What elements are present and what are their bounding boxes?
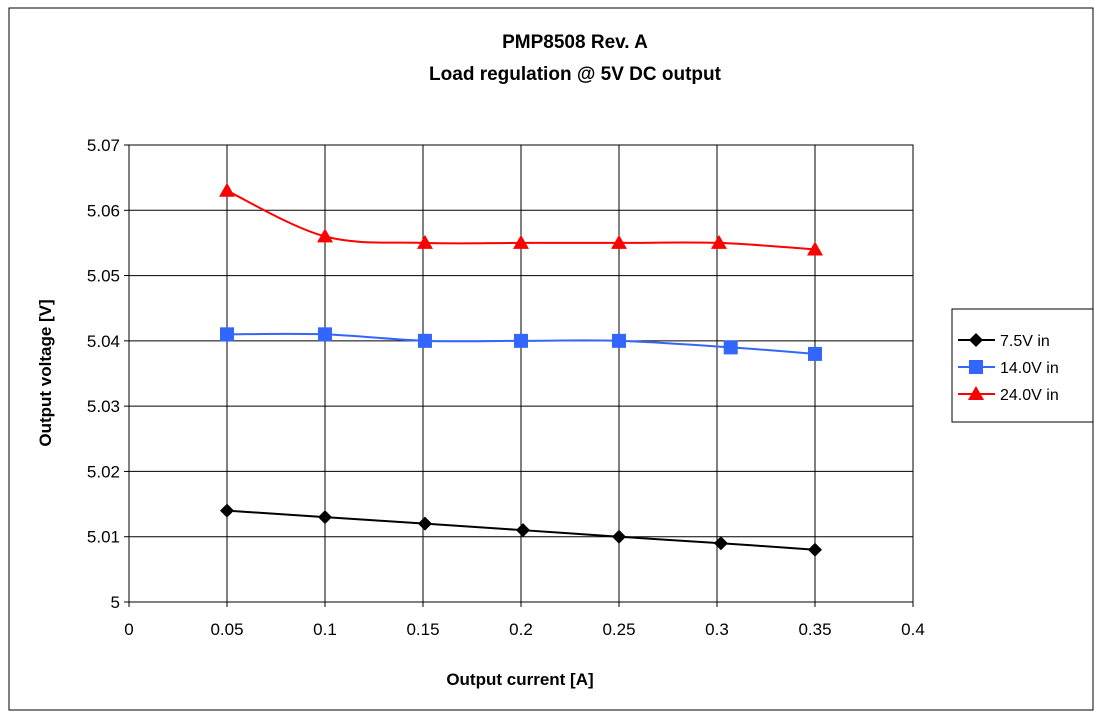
- data-point: [807, 241, 823, 256]
- data-point: [515, 523, 530, 538]
- x-tick-label: 0.2: [509, 620, 533, 639]
- series-1: [220, 327, 822, 361]
- chart-area-frame: [8, 7, 1094, 711]
- legend-marker: [969, 360, 983, 374]
- data-point: [220, 503, 234, 518]
- x-tick-label: 0.15: [406, 620, 439, 639]
- data-point: [318, 327, 332, 342]
- series-layer: [219, 182, 823, 557]
- x-tick-label: 0.05: [210, 620, 243, 639]
- data-point: [710, 234, 727, 249]
- legend-marker: [969, 333, 983, 347]
- x-tick-label: 0.3: [705, 620, 729, 639]
- y-tick-label: 5.02: [87, 462, 120, 481]
- y-tick-label: 5.01: [87, 528, 120, 547]
- x-tick-label: 0.35: [798, 620, 831, 639]
- chart-title: PMP8508 Rev. A: [502, 32, 648, 53]
- series-2: [219, 182, 823, 256]
- x-tick-label: 0.25: [602, 620, 635, 639]
- data-point: [513, 234, 529, 249]
- y-tick-label: 5.04: [87, 332, 120, 351]
- data-point: [318, 510, 332, 525]
- x-tick-label: 0.4: [901, 620, 925, 639]
- data-point: [514, 333, 528, 348]
- x-axis-label: Output current [A]: [446, 670, 593, 689]
- data-point: [723, 340, 738, 355]
- data-point: [416, 234, 433, 249]
- legend-item: 24.0V in: [958, 386, 1059, 404]
- data-point: [808, 346, 822, 361]
- data-point: [220, 327, 234, 342]
- data-point: [417, 333, 432, 348]
- data-point: [611, 234, 627, 249]
- x-axis-ticks: 0 0.05 0.1 0.15 0.2 0.25 0.3 0.35 0.4: [124, 602, 925, 639]
- y-axis-label: Output voltage [V]: [36, 299, 55, 446]
- legend-label: 7.5V in: [1000, 333, 1050, 350]
- data-point: [317, 228, 333, 243]
- legend-label: 24.0V in: [1000, 387, 1059, 404]
- legend-item: 14.0V in: [958, 360, 1059, 377]
- legend-label: 14.0V in: [1000, 360, 1059, 377]
- y-tick-label: 5.05: [87, 267, 120, 286]
- y-tick-label: 5: [111, 593, 120, 612]
- series-0: [220, 503, 822, 557]
- x-tick-label: 0: [124, 620, 133, 639]
- data-point: [612, 333, 626, 348]
- data-point: [219, 182, 235, 197]
- data-point: [808, 542, 822, 557]
- legend: 7.5V in 14.0V in 24.0V in: [951, 308, 1094, 423]
- legend-marker: [968, 386, 984, 400]
- legend-item: 7.5V in: [958, 333, 1050, 350]
- data-point: [612, 529, 626, 544]
- y-tick-label: 5.06: [87, 201, 120, 220]
- y-tick-label: 5.07: [87, 136, 120, 155]
- data-point: [417, 516, 432, 531]
- chart-subtitle: Load regulation @ 5V DC output: [429, 64, 722, 85]
- x-tick-label: 0.1: [313, 620, 337, 639]
- data-point: [713, 536, 728, 551]
- y-axis-ticks: 5 5.01 5.02 5.03 5.04 5.05 5.06 5.07: [87, 136, 129, 612]
- y-tick-label: 5.03: [87, 397, 120, 416]
